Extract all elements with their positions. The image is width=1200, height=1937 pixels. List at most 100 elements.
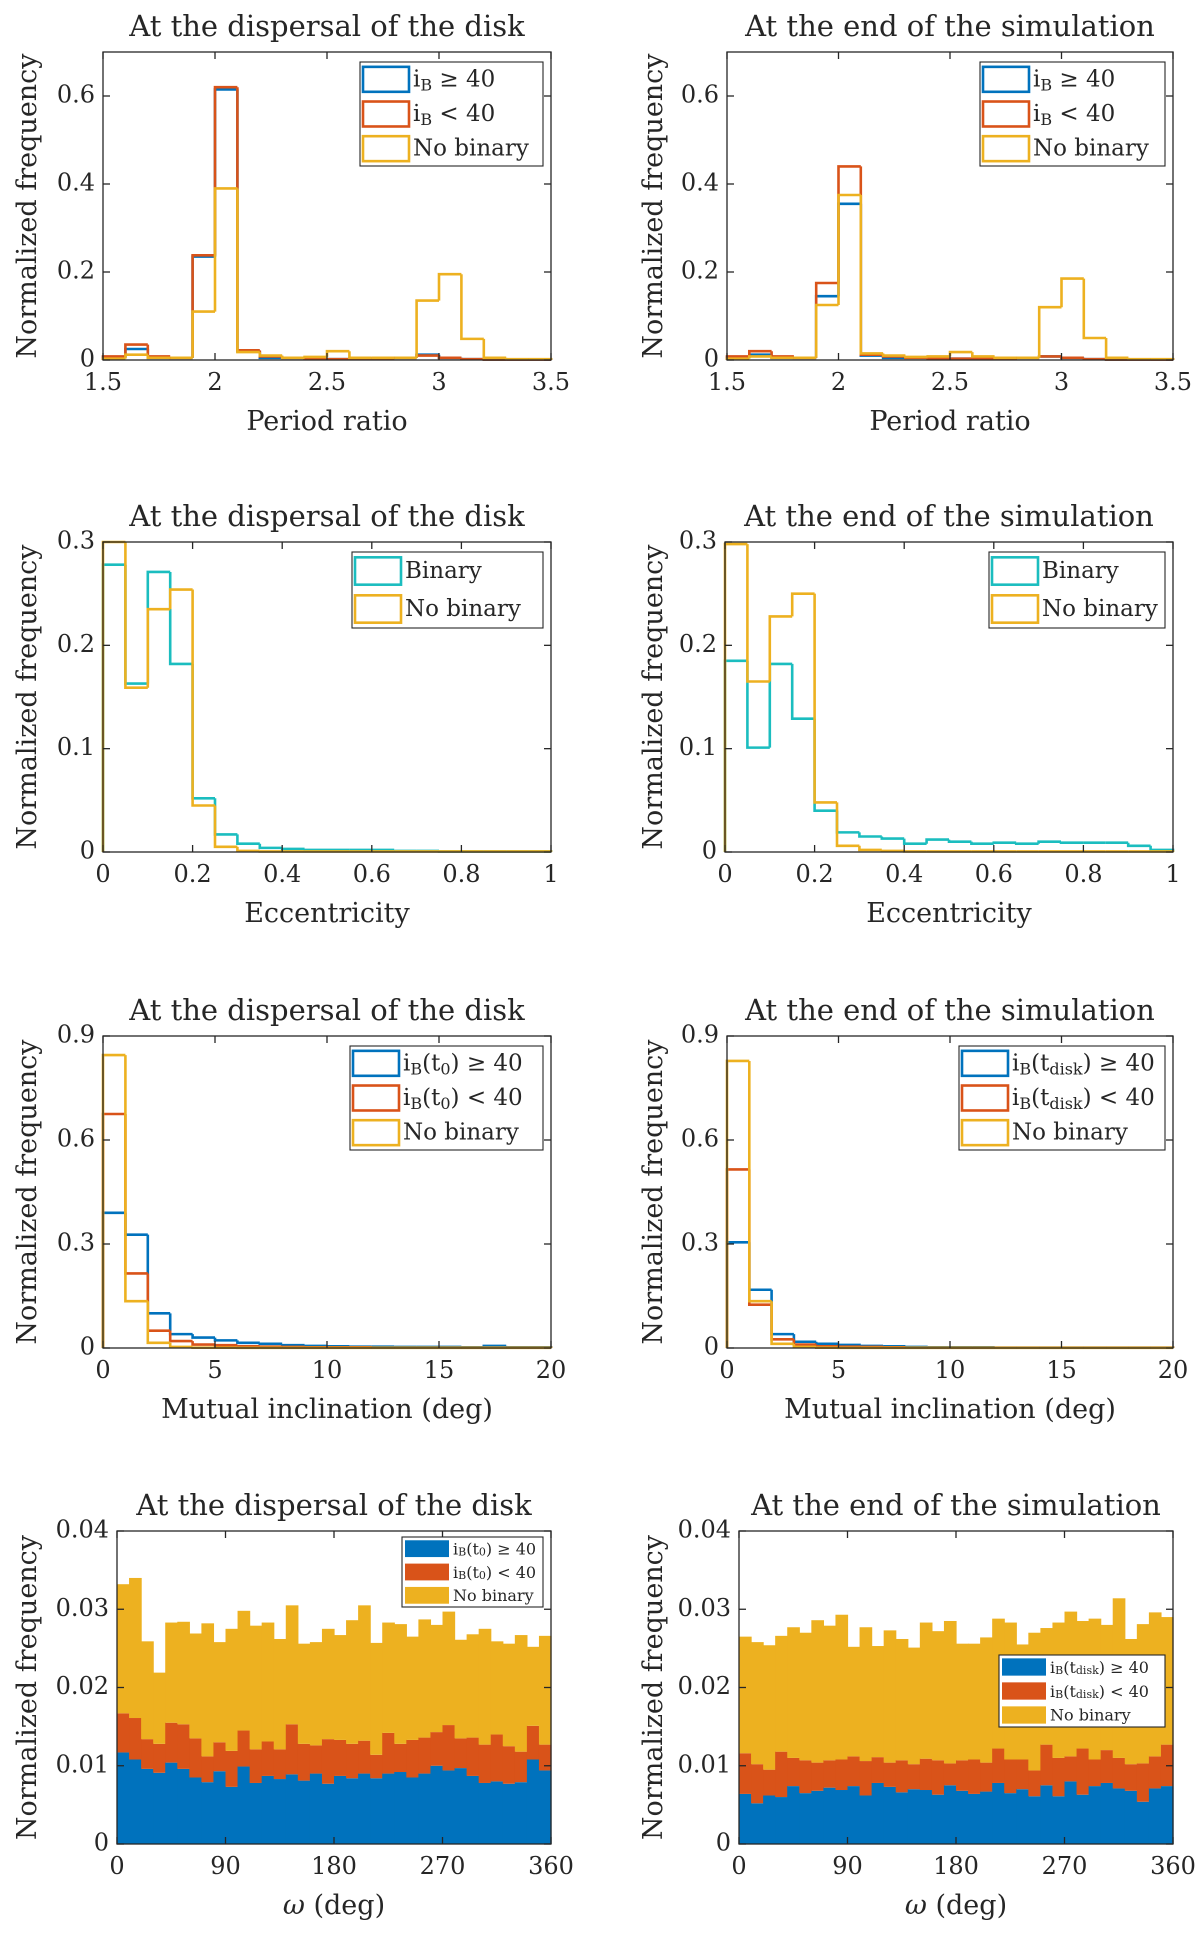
stack-segment <box>968 1643 981 1760</box>
legend-swatch <box>960 1084 1010 1112</box>
stack-segment <box>943 1763 957 1786</box>
bar <box>236 834 260 846</box>
x-tick-label: 0.2 <box>174 860 212 888</box>
bar <box>748 1242 772 1292</box>
bar <box>723 542 748 852</box>
stack-segment <box>454 1768 468 1844</box>
x-tick-label: 360 <box>528 1852 574 1880</box>
y-tick-label: 0.3 <box>57 1229 95 1257</box>
stack-segment <box>334 1739 347 1776</box>
legend-entry: No binary <box>1002 1706 1131 1725</box>
bar <box>303 355 327 359</box>
stack-segment <box>177 1768 190 1844</box>
bar <box>258 843 283 850</box>
bar <box>859 166 884 357</box>
stack-segment <box>992 1782 1005 1844</box>
x-tick-label: 10 <box>935 1356 966 1384</box>
legend-entry: iB(t0) ≥ 40 <box>405 1539 536 1559</box>
y-tick-label: 0.02 <box>56 1672 109 1700</box>
x-tick-label: 1 <box>1165 860 1180 888</box>
stack-segment <box>871 1646 885 1758</box>
y-tick-label: 0 <box>80 837 95 865</box>
bar <box>790 592 815 617</box>
y-tick-label: 0.01 <box>678 1750 731 1778</box>
stack-segment <box>117 1752 130 1844</box>
legend-entry: No binary <box>351 1118 519 1147</box>
bar <box>835 802 860 848</box>
stack-segment <box>526 1725 540 1760</box>
stack-segment <box>871 1757 885 1783</box>
stack-segment <box>1100 1782 1114 1844</box>
stack-segment <box>189 1633 202 1739</box>
legend-swatch <box>1002 1706 1046 1724</box>
bar <box>191 1334 215 1339</box>
x-tick-label: 3 <box>431 368 446 396</box>
bar <box>213 1343 238 1347</box>
bar <box>191 663 215 800</box>
legend-label: iB(tdisk) ≥ 40 <box>1012 1050 1155 1078</box>
y-tick-label: 0.01 <box>56 1750 109 1778</box>
chart-title: At the dispersal of the disk <box>128 9 525 43</box>
legend-label: iB(tdisk) < 40 <box>1050 1682 1149 1702</box>
bar <box>146 1301 171 1345</box>
y-tick-label: 0.9 <box>57 1021 95 1049</box>
bar <box>124 347 148 358</box>
bar <box>992 841 1017 844</box>
y-tick-label: 0 <box>704 345 719 373</box>
chart-omega-left: 0 90 180 270 360 0 0.01 0.02 0.03 0.04 At the disp… <box>12 1488 574 1921</box>
stack-segment <box>538 1744 552 1771</box>
stack-segment <box>201 1782 215 1844</box>
x-tick-label: 2.5 <box>308 368 346 396</box>
bar <box>280 847 305 851</box>
stack-segment <box>382 1622 395 1733</box>
stack-segment <box>835 1790 849 1844</box>
bar <box>814 303 839 358</box>
legend-entry: No binary <box>981 134 1149 163</box>
legend-label: No binary <box>453 1586 534 1605</box>
y-tick-label: 0.6 <box>681 81 719 109</box>
series-0 <box>101 1211 553 1349</box>
chart-title: At the end of the simulation <box>743 499 1154 533</box>
stack-segment <box>980 1762 993 1792</box>
chart-title: At the dispersal of the disk <box>135 1488 532 1522</box>
chart-period-right: 1.5 2 2.5 3 3.5 0 0.2 0.4 0.6 At the end of the s… <box>638 9 1192 437</box>
chart-title: At the dispersal of the disk <box>128 499 525 533</box>
stack-segment <box>502 1746 516 1784</box>
stack-segment <box>859 1795 873 1844</box>
stack-segment <box>225 1786 239 1844</box>
bar <box>768 662 793 748</box>
legend-entry: Binary <box>353 556 482 586</box>
stack-segment <box>1016 1789 1029 1844</box>
bar <box>770 356 794 360</box>
stack-segment <box>1028 1770 1041 1797</box>
stack-segment <box>490 1641 504 1735</box>
legend-swatch <box>1002 1682 1046 1700</box>
bar <box>746 544 770 683</box>
legend: iB ≥ 40 iB < 40 No binary <box>979 61 1166 167</box>
stack-segment <box>297 1743 311 1781</box>
bar <box>837 202 861 297</box>
stack-segment <box>273 1749 287 1780</box>
legend: Binary No binary <box>988 551 1166 629</box>
legend-label: iB(t0) ≥ 40 <box>453 1539 536 1559</box>
stack-segment <box>514 1782 528 1844</box>
stack-segment <box>346 1620 359 1744</box>
stack-segment <box>956 1760 969 1791</box>
bar <box>835 810 860 834</box>
stack-segment <box>538 1635 552 1745</box>
bar <box>837 165 861 283</box>
bar <box>748 1169 772 1306</box>
stack-segment <box>309 1773 323 1844</box>
legend-label: iB(t0) ≥ 40 <box>403 1050 523 1078</box>
stack-segment <box>1004 1793 1017 1844</box>
stack-segment <box>189 1777 202 1844</box>
stack-segment <box>153 1743 166 1773</box>
bar <box>837 1343 861 1347</box>
x-tick-label: 0.6 <box>353 860 391 888</box>
stack-segment <box>297 1643 311 1744</box>
stack-segment <box>1040 1785 1054 1844</box>
legend-box <box>979 61 1166 167</box>
bar <box>236 846 260 853</box>
series-1 <box>725 165 1175 361</box>
axes-box <box>724 541 1174 853</box>
